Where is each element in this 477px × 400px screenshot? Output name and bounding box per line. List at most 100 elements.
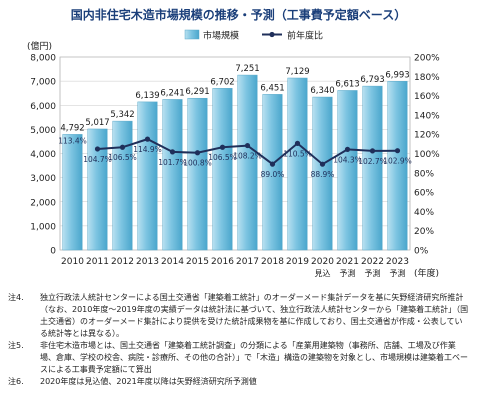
bar-value-label: 7,129 [285,67,309,77]
bar-value-label: 4,792 [60,123,84,133]
bar-value-label: 6,702 [210,77,234,87]
right-tick-label: 60% [414,189,434,199]
legend-bar-label: 市場規模 [203,30,239,42]
left-tick-label: 5,000 [30,126,56,136]
legend-line-marker [269,31,275,38]
chart-title: 国内非住宅木造市場規模の推移・予測（工事費予定額ベース） [70,8,407,22]
note-text: 2020年度は見込値、2021年度以降は矢野経済研究所予測値 [40,377,257,386]
note-label: 注6. [8,377,24,386]
line-point [119,144,126,150]
note-6: 注6. 2020年度は見込値、2021年度以降は矢野経済研究所予測値 [8,376,470,388]
line-point [269,161,276,167]
x-tick-label: 2017 [236,257,259,267]
line-value-label: 108.2% [233,152,262,161]
note-text: 非住宅木造市場とは、国土交通省「建築着工統計調査」の分類による「産業用建築物（事… [40,341,468,374]
line-value-label: 110.5% [283,149,312,158]
bar [287,77,308,251]
note-label: 注4. [8,293,24,302]
line-value-label: 113.4% [58,137,87,146]
line-point [394,148,401,154]
line-value-label: 114.9% [133,145,162,154]
right-tick-label: 200% [414,54,440,64]
x-tick-label: 2019 [286,257,309,267]
line-value-label: 104.7% [83,155,112,164]
left-tick-label: 6,000 [30,102,56,112]
left-tick-label: 7,000 [30,78,56,88]
x-tick-label: 2023 [386,257,409,267]
x-tick-label: 2010 [61,257,84,267]
line-point [194,150,201,156]
right-tick-label: 120% [414,131,440,141]
bar [62,134,83,251]
x-tick-label: 2018 [261,257,284,267]
left-tick-label: 2,000 [30,198,56,208]
bar [212,88,233,251]
bar-value-label: 6,451 [260,83,284,93]
line-point [319,161,326,167]
line-point [294,140,301,146]
left-tick-label: 1,000 [30,222,56,232]
bar-value-label: 6,613 [335,79,359,89]
chart: 0 1,000 2,000 3,000 4,000 5,000 6,000 7,000 8,00… [27,29,440,280]
right-tick-label: 180% [414,73,440,83]
bar-value-label: 7,251 [235,64,259,74]
bar-value-label: 6,340 [310,86,334,96]
bar [237,74,258,251]
right-tick-label: 40% [414,208,434,218]
right-tick-label: 160% [414,92,440,102]
line-point [219,144,226,150]
x-tick-sublabel: 予測 [390,268,406,278]
right-tick-label: 20% [414,227,434,237]
left-axis-unit: (億円) [27,40,52,52]
line-value-label: 100.8% [183,159,212,168]
line-value-label: 102.9% [383,157,412,166]
line-point [344,146,351,152]
left-tick-label: 0 [50,247,56,257]
right-tick-label: 80% [414,169,434,179]
notes: 注4. 独立行政法人統計センターによる国土交通省「建築着工統計」のオーダーメード… [8,292,470,388]
line-value-label: 106.5% [208,153,237,162]
bar [137,101,158,251]
bar [262,94,283,251]
note-label: 注5. [8,341,24,350]
bar [387,81,408,251]
x-tick-label: 2016 [211,257,234,267]
left-tick-label: 4,000 [30,150,56,160]
bar [362,85,383,251]
legend-bar-swatch [184,29,200,40]
x-tick-sublabel: 予測 [365,268,381,278]
note-text: 独立行政法人統計センターによる国土交通省「建築着工統計」のオーダーメード集計デー… [40,293,469,338]
line-value-label: 88.9% [311,170,335,179]
x-tick-label: 2021 [336,257,359,267]
bar-value-label: 6,241 [160,88,184,98]
right-tick-label: 100% [414,150,440,160]
bar-value-label: 5,017 [85,118,109,128]
bar [337,90,358,251]
bar-value-label: 6,793 [360,75,384,85]
x-tick-label: 2011 [86,257,109,267]
bar [87,128,108,251]
x-tick-label: 2013 [136,257,159,267]
note-4: 注4. 独立行政法人統計センターによる国土交通省「建築着工統計」のオーダーメード… [8,292,470,340]
note-5: 注5. 非住宅木造市場とは、国土交通省「建築着工統計調査」の分類による「産業用建… [8,340,470,376]
x-tick-label: 2022 [361,257,384,267]
line-point [144,136,151,142]
line-point [244,142,251,149]
x-axis-unit: (年度) [414,267,439,279]
line-value-label: 89.0% [261,170,285,179]
bar [187,97,208,251]
bar-value-label: 6,139 [135,91,159,101]
line-point [169,149,176,155]
bar-value-label: 6,291 [185,87,209,97]
line-point [369,148,376,154]
right-tick-label: 0% [414,247,429,257]
x-tick-label: 2020 [311,257,334,267]
bar-value-label: 6,993 [385,70,409,80]
bar [162,99,183,251]
left-tick-label: 8,000 [30,54,56,64]
line-value-label: 104.3% [333,155,362,164]
line-value-label: 102.7% [358,157,387,166]
bar [312,96,333,251]
x-tick-sublabel: 予測 [340,268,356,278]
